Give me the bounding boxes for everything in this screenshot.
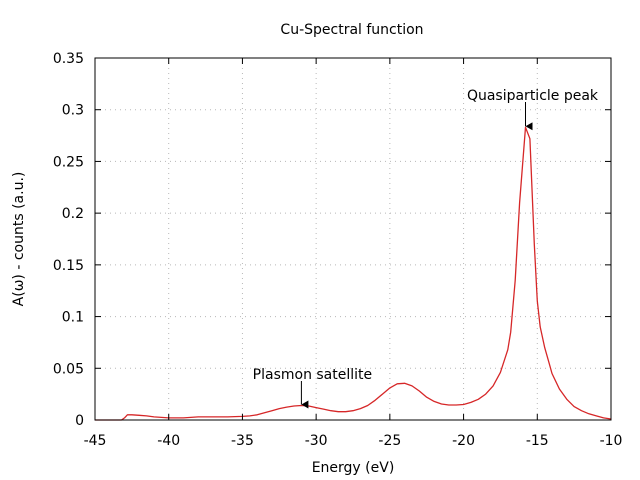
x-tick-label: -35 [231, 433, 254, 449]
x-tick-label: -45 [84, 433, 107, 449]
y-tick-label: 0.35 [53, 51, 84, 67]
y-tick-label: 0.15 [53, 258, 84, 274]
y-tick-label: 0.2 [62, 206, 84, 222]
plot-frame [94, 57, 612, 421]
y-tick-label: 0.3 [62, 103, 84, 119]
y-tick-label: 0.1 [62, 310, 84, 326]
plasmon-satellite-label: Plasmon satellite [253, 367, 372, 383]
grid-lines [95, 58, 611, 420]
series-group [95, 126, 612, 421]
y-axis-title: A(ω) - counts (a.u.) [11, 172, 27, 307]
x-tick-label: -15 [526, 433, 549, 449]
annotations: Quasiparticle peak Plasmon satellite [253, 88, 599, 409]
x-tick-label: -40 [157, 433, 180, 449]
x-tick-label: -10 [600, 433, 623, 449]
x-axis-title: Energy (eV) [312, 460, 395, 476]
y-tick-label: 0.25 [53, 154, 84, 170]
y-tick-labels: 0 0.05 0.1 0.15 0.2 0.25 0.3 0.35 [53, 51, 84, 429]
quasiparticle-peak-label: Quasiparticle peak [467, 88, 599, 104]
chart-title: Cu-Spectral function [280, 22, 423, 38]
x-tick-label: -30 [305, 433, 328, 449]
y-tick-label: 0.05 [53, 361, 84, 377]
y-tick-label: 0 [75, 413, 84, 429]
spectral-function-line [95, 126, 612, 421]
x-tick-label: -20 [452, 433, 475, 449]
x-tick-labels: -45 -40 -35 -30 -25 -20 -15 -10 [84, 433, 623, 449]
x-tick-label: -25 [378, 433, 401, 449]
tick-marks [94, 57, 612, 421]
